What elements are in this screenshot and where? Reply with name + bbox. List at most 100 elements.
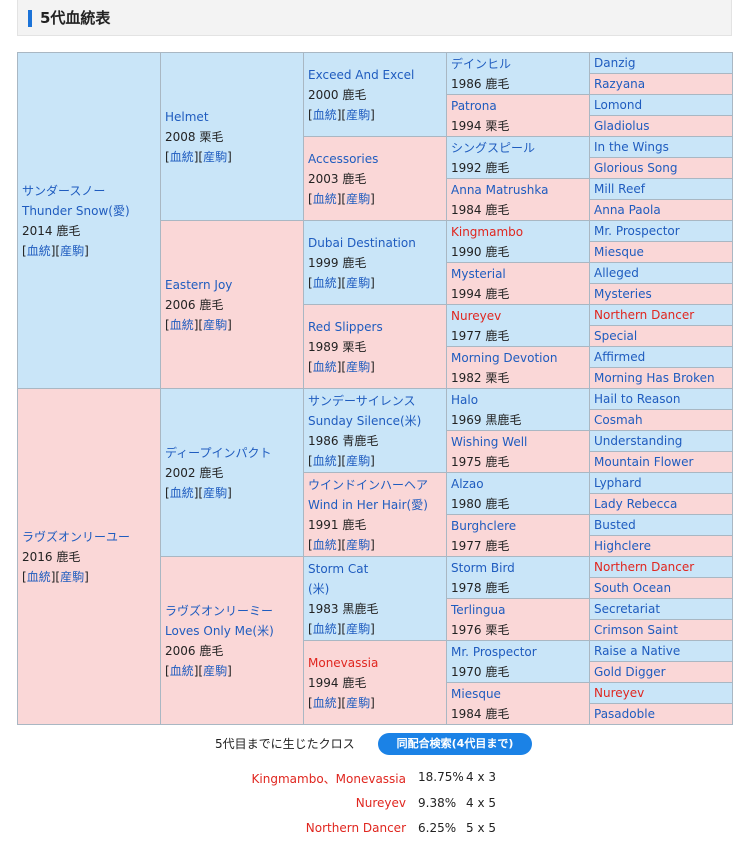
horse-name-link[interactable]: Red Slippers [308, 319, 383, 334]
horse-name-link[interactable]: Mill Reef [594, 182, 645, 196]
horse-name-link[interactable]: Raise a Native [594, 644, 681, 658]
horse-name-link[interactable]: Monevassia [308, 655, 379, 670]
horse-name-link[interactable]: Pasadoble [594, 707, 655, 721]
progeny-link[interactable]: 産駒 [346, 191, 371, 206]
progeny-link[interactable]: 産駒 [203, 663, 228, 678]
horse-name-link[interactable]: ウインドインハーヘア [308, 477, 429, 492]
horse-name-link[interactable]: Dubai Destination [308, 235, 416, 250]
horse-name-link[interactable]: Terlingua [451, 602, 506, 617]
horse-name-link[interactable]: Busted [594, 518, 636, 532]
horse-name-alt-link[interactable]: (米) [308, 581, 330, 596]
same-mating-search-button[interactable]: 同配合検索(4代目まで) [378, 733, 532, 755]
horse-name-alt-link[interactable]: Wind in Her Hair(愛) [308, 497, 428, 512]
horse-name-link[interactable]: Accessories [308, 151, 379, 166]
horse-name-alt-link[interactable]: Thunder Snow(愛) [22, 203, 130, 218]
horse-name-link[interactable]: Glorious Song [594, 161, 678, 175]
horse-name-link[interactable]: Danzig [594, 56, 636, 70]
progeny-link[interactable]: 産駒 [346, 537, 371, 552]
pedigree-link[interactable]: 血統 [312, 695, 337, 710]
horse-name-link[interactable]: Lady Rebecca [594, 497, 678, 511]
horse-name-link[interactable]: サンデーサイレンス [308, 393, 416, 408]
pedigree-link[interactable]: 血統 [312, 359, 337, 374]
horse-name-link[interactable]: Gold Digger [594, 665, 666, 679]
pedigree-link[interactable]: 血統 [312, 537, 337, 552]
pedigree-link[interactable]: 血統 [26, 569, 51, 584]
horse-name-link[interactable]: サンダースノー [22, 183, 106, 198]
pedigree-link[interactable]: 血統 [312, 191, 337, 206]
horse-name-link[interactable]: Crimson Saint [594, 623, 678, 637]
horse-name-link[interactable]: Mr. Prospector [594, 224, 680, 238]
horse-name-link[interactable]: Northern Dancer [594, 560, 695, 574]
pedigree-link[interactable]: 血統 [312, 453, 337, 468]
horse-name-link[interactable]: Razyana [594, 77, 646, 91]
progeny-link[interactable]: 産駒 [346, 621, 371, 636]
horse-name-link[interactable]: Burghclere [451, 518, 517, 533]
pedigree-link[interactable]: 血統 [312, 275, 337, 290]
horse-name-link[interactable]: Cosmah [594, 413, 643, 427]
horse-name-link[interactable]: Gladiolus [594, 119, 650, 133]
horse-name-link[interactable]: Miesque [451, 686, 501, 701]
progeny-link[interactable]: 産駒 [60, 569, 85, 584]
progeny-link[interactable]: 産駒 [346, 453, 371, 468]
cross-horse-link[interactable]: Nureyev [355, 796, 406, 810]
horse-name-link[interactable]: Patrona [451, 98, 497, 113]
progeny-link[interactable]: 産駒 [346, 107, 371, 122]
progeny-link[interactable]: 産駒 [203, 485, 228, 500]
horse-name-alt-link[interactable]: Loves Only Me(米) [165, 623, 274, 638]
horse-name-alt-link[interactable]: Sunday Silence(米) [308, 413, 422, 428]
horse-name-link[interactable]: Anna Paola [594, 203, 661, 217]
progeny-link[interactable]: 産駒 [346, 695, 371, 710]
horse-name-link[interactable]: Alzao [451, 476, 484, 491]
horse-name-link[interactable]: Nureyev [594, 686, 645, 700]
horse-name-link[interactable]: Highclere [594, 539, 651, 553]
horse-name-link[interactable]: South Ocean [594, 581, 672, 595]
horse-name-link[interactable]: In the Wings [594, 140, 669, 154]
cross-horse-link[interactable]: Kingmambo、Monevassia [251, 772, 406, 786]
pedigree-link[interactable]: 血統 [169, 663, 194, 678]
horse-name-link[interactable]: Northern Dancer [594, 308, 695, 322]
cross-horse-link[interactable]: Northern Dancer [305, 821, 406, 835]
horse-name-link[interactable]: デインヒル [451, 56, 512, 71]
horse-name-link[interactable]: Morning Devotion [451, 350, 558, 365]
pedigree-link[interactable]: 血統 [312, 107, 337, 122]
horse-name-link[interactable]: Mr. Prospector [451, 644, 537, 659]
pedigree-link[interactable]: 血統 [169, 317, 194, 332]
horse-name-link[interactable]: Eastern Joy [165, 277, 233, 292]
horse-name-link[interactable]: Lomond [594, 98, 643, 112]
horse-name-link[interactable]: Miesque [594, 245, 644, 259]
horse-name-link[interactable]: Special [594, 329, 638, 343]
progeny-link[interactable]: 産駒 [346, 275, 371, 290]
horse-name-link[interactable]: Storm Bird [451, 560, 515, 575]
progeny-link[interactable]: 産駒 [60, 243, 85, 258]
horse-name-link[interactable]: ラヴズオンリーミー [165, 603, 274, 618]
pedigree-link[interactable]: 血統 [26, 243, 51, 258]
pedigree-link[interactable]: 血統 [169, 149, 194, 164]
horse-name-link[interactable]: Anna Matrushka [451, 182, 549, 197]
horse-name-link[interactable]: Mysterial [451, 266, 506, 281]
horse-name-link[interactable]: Storm Cat [308, 561, 369, 576]
horse-name-link[interactable]: シングスピール [451, 140, 536, 155]
horse-name-link[interactable]: Kingmambo [451, 224, 524, 239]
horse-name-link[interactable]: Halo [451, 392, 479, 407]
pedigree-link[interactable]: 血統 [312, 621, 337, 636]
horse-name-link[interactable]: Mysteries [594, 287, 652, 301]
horse-name-link[interactable]: Lyphard [594, 476, 642, 490]
horse-name-link[interactable]: Nureyev [451, 308, 502, 323]
horse-name-link[interactable]: Morning Has Broken [594, 371, 715, 385]
horse-name-link[interactable]: Wishing Well [451, 434, 528, 449]
horse-name-link[interactable]: Alleged [594, 266, 639, 280]
page-title: 5代血統表 [40, 9, 111, 27]
pedigree-link[interactable]: 血統 [169, 485, 194, 500]
progeny-link[interactable]: 産駒 [203, 149, 228, 164]
horse-name-link[interactable]: ディープインパクト [165, 445, 272, 460]
horse-name-link[interactable]: Understanding [594, 434, 683, 448]
horse-name-link[interactable]: Helmet [165, 109, 209, 124]
horse-name-link[interactable]: Mountain Flower [594, 455, 694, 469]
horse-name-link[interactable]: Secretariat [594, 602, 661, 616]
horse-name-link[interactable]: ラヴズオンリーユー [22, 529, 131, 544]
horse-name-link[interactable]: Exceed And Excel [308, 67, 415, 82]
progeny-link[interactable]: 産駒 [346, 359, 371, 374]
horse-name-link[interactable]: Hail to Reason [594, 392, 681, 406]
progeny-link[interactable]: 産駒 [203, 317, 228, 332]
horse-name-link[interactable]: Affirmed [594, 350, 646, 364]
